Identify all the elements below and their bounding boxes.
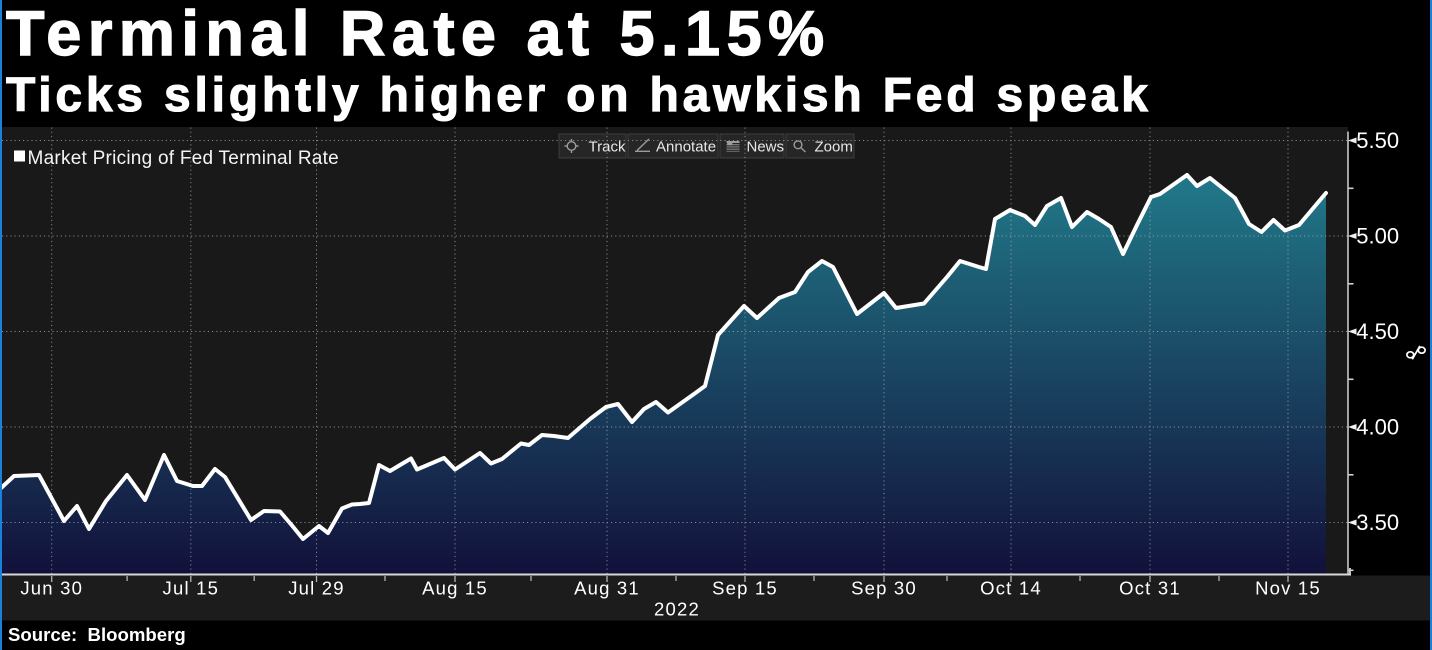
svg-text:Zoom: Zoom (815, 139, 853, 156)
svg-text:Jul 29: Jul 29 (288, 578, 345, 599)
svg-text:Sep 30: Sep 30 (851, 578, 917, 599)
svg-text:Track: Track (589, 139, 626, 156)
svg-text:News: News (747, 139, 785, 156)
svg-text:Jul 15: Jul 15 (163, 578, 220, 599)
svg-text:4.00: 4.00 (1356, 415, 1399, 440)
svg-text:4.50: 4.50 (1356, 319, 1399, 344)
svg-text:Jun 30: Jun 30 (20, 578, 83, 599)
svg-text:Nov 15: Nov 15 (1255, 578, 1321, 599)
svg-text:5.00: 5.00 (1356, 224, 1399, 249)
svg-text:2022: 2022 (654, 599, 700, 620)
svg-text:Oct 31: Oct 31 (1119, 578, 1181, 599)
svg-text:Aug 31: Aug 31 (574, 578, 640, 599)
svg-text:3.50: 3.50 (1356, 510, 1399, 535)
svg-text:5.50: 5.50 (1356, 128, 1399, 153)
svg-text:Annotate: Annotate (656, 139, 716, 156)
svg-text:Oct 14: Oct 14 (980, 578, 1042, 599)
svg-text:Sep 15: Sep 15 (712, 578, 778, 599)
svg-text:Aug 15: Aug 15 (422, 578, 488, 599)
svg-text:Market Pricing of Fed Terminal: Market Pricing of Fed Terminal Rate (28, 148, 339, 169)
